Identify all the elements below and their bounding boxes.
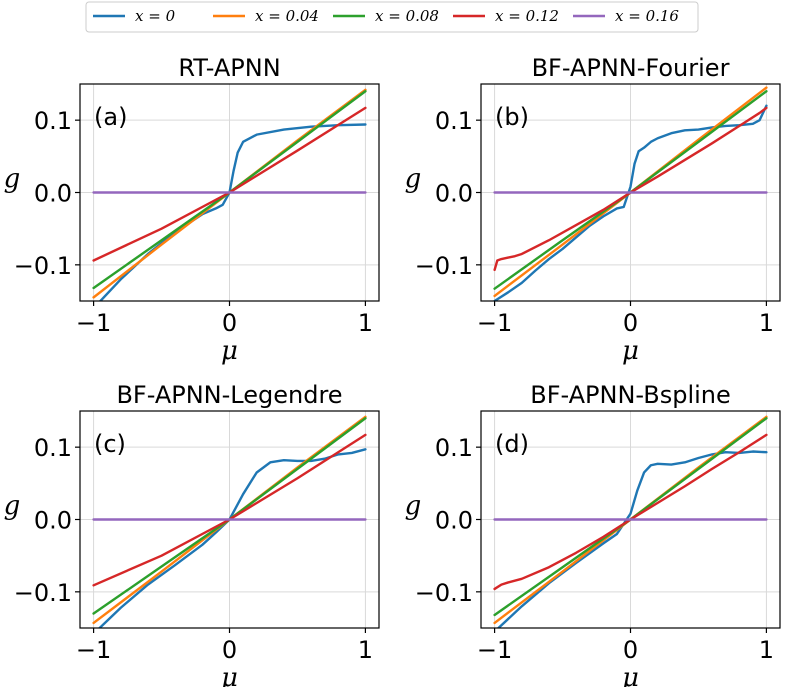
- x-tick-label: −1: [76, 309, 111, 337]
- legend: x = 0 x = 0.04 x = 0.08 x = 0.12 x = 0.16: [85, 1, 699, 33]
- y-axis-label: g: [405, 491, 422, 521]
- series-line: [496, 450, 768, 628]
- y-tick-label: 0.1: [34, 434, 72, 462]
- x-axis-label: μ: [622, 336, 639, 366]
- legend-label: x = 0.12: [495, 7, 559, 25]
- x-tick-label: 1: [759, 309, 774, 337]
- x-tick-label: −1: [477, 636, 512, 664]
- legend-entry: x = 0.16: [573, 7, 679, 25]
- series-group: [92, 415, 367, 628]
- x-axis-label: μ: [221, 663, 238, 687]
- y-tick-label: −0.1: [415, 252, 473, 280]
- x-tick-label: 0: [623, 309, 638, 337]
- x-tick-label: −1: [477, 309, 512, 337]
- legend-frame: [85, 1, 699, 33]
- series-group: [92, 88, 367, 301]
- y-axis-label: g: [4, 491, 21, 521]
- panel: −1 0 1 −0.1 0.0 0.1 μ g BF-APNN-Fourier(b): [405, 54, 781, 366]
- y-tick-label: 0.0: [34, 507, 72, 535]
- y-tick-label: −0.1: [14, 579, 72, 607]
- panel-letter: (c): [94, 430, 126, 458]
- panel: −1 0 1 −0.1 0.0 0.1 μ g BF-APNN-Bspline(d): [405, 381, 781, 687]
- y-tick-label: 0.0: [34, 180, 72, 208]
- y-tick-label: 0.1: [435, 434, 473, 462]
- panel-title: RT-APNN: [178, 54, 280, 82]
- x-tick-label: 0: [222, 309, 237, 337]
- legend-label: x = 0.16: [615, 7, 679, 25]
- panel-title: BF-APNN-Fourier: [532, 54, 730, 82]
- y-tick-label: 0.1: [34, 107, 72, 135]
- y-tick-label: 0.1: [435, 107, 473, 135]
- panel-title: BF-APNN-Legendre: [116, 381, 342, 409]
- y-tick-label: −0.1: [14, 252, 72, 280]
- x-tick-label: 0: [222, 636, 237, 664]
- legend-entry: x = 0.04: [213, 7, 319, 25]
- panel-letter: (b): [495, 103, 529, 131]
- x-tick-label: 0: [623, 636, 638, 664]
- y-tick-label: 0.0: [435, 507, 473, 535]
- x-tick-label: −1: [76, 636, 111, 664]
- panel: −1 0 1 −0.1 0.0 0.1 μ g RT-APNN (a): [4, 54, 380, 366]
- legend-label: x = 0.08: [375, 7, 439, 25]
- x-axis-label: μ: [622, 663, 639, 687]
- legend-entry: x = 0.08: [333, 7, 439, 25]
- panel-letter: (a): [94, 103, 127, 131]
- series-line: [493, 104, 768, 301]
- x-axis-label: μ: [221, 336, 238, 366]
- panel-letter: (d): [495, 430, 529, 458]
- x-tick-label: 1: [759, 636, 774, 664]
- panel-title: BF-APNN-Bspline: [530, 381, 731, 409]
- y-axis-label: g: [4, 164, 21, 194]
- legend-label: x = 0.04: [255, 7, 319, 25]
- series-line: [493, 433, 768, 591]
- series-group: [493, 415, 768, 628]
- series-line: [493, 106, 768, 272]
- series-group: [493, 86, 768, 301]
- legend-entry: x = 0: [93, 7, 176, 25]
- panel: −1 0 1 −0.1 0.0 0.1 μ g BF-APNN-Legendre (c): [4, 381, 380, 687]
- y-tick-label: −0.1: [415, 579, 473, 607]
- x-tick-label: 1: [358, 309, 373, 337]
- legend-label: x = 0: [135, 7, 176, 25]
- legend-entry: x = 0.12: [453, 7, 559, 25]
- y-axis-label: g: [405, 164, 422, 194]
- y-tick-label: 0.0: [435, 180, 473, 208]
- x-tick-label: 1: [358, 636, 373, 664]
